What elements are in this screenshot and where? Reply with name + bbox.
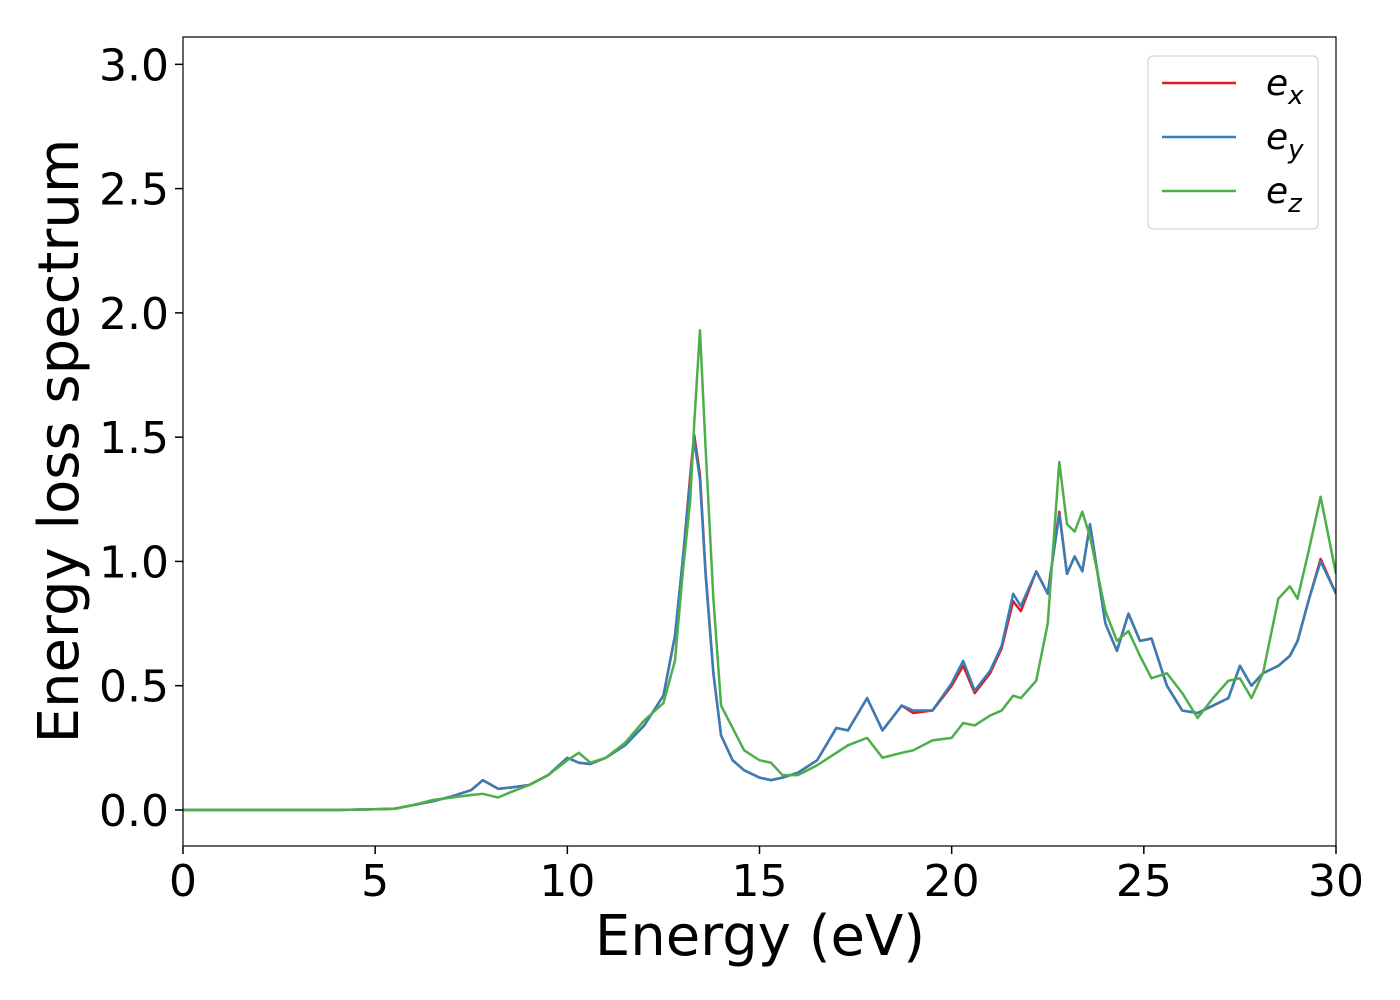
y-tick-label: 3.0 xyxy=(99,40,169,91)
y-tick-label: 1.5 xyxy=(99,413,169,464)
x-tick-label: 20 xyxy=(924,856,980,907)
x-tick-label: 5 xyxy=(361,856,389,907)
plot-lines xyxy=(183,329,1336,812)
x-axis-label: Energy (eV) xyxy=(595,904,925,969)
plot-frame xyxy=(182,36,1337,847)
legend-label: ez xyxy=(1266,171,1303,219)
series-line xyxy=(183,329,1336,812)
x-tick-label: 10 xyxy=(539,856,595,907)
y-axis-label: Energy loss spectrum xyxy=(27,139,92,744)
y-tick-label: 0.0 xyxy=(99,786,169,837)
x-tick-label: 0 xyxy=(169,856,197,907)
legend-label: ex xyxy=(1266,63,1304,111)
x-tick-label: 25 xyxy=(1116,856,1172,907)
x-tick-label: 15 xyxy=(732,856,788,907)
series-line xyxy=(183,433,1336,812)
legend-label: ey xyxy=(1266,117,1304,165)
y-tick-label: 2.0 xyxy=(99,289,169,340)
x-tick-label: 30 xyxy=(1308,856,1364,907)
y-tick-label: 0.5 xyxy=(99,662,169,713)
series-line xyxy=(183,438,1336,812)
y-tick-label: 1.0 xyxy=(99,537,169,588)
y-tick-label: 2.5 xyxy=(99,165,169,216)
legend-box xyxy=(1147,55,1319,230)
